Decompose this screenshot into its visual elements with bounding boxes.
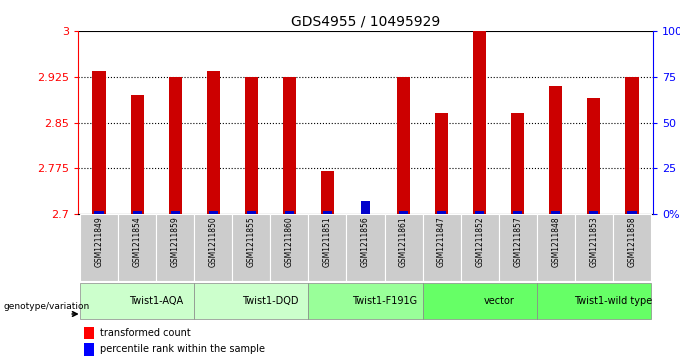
Bar (511, 113, 524, 214)
Bar (498, 214, 537, 281)
Bar (283, 77, 296, 214)
Bar (271, 214, 309, 281)
Bar (422, 283, 537, 319)
Bar (80, 283, 194, 319)
Bar (95, 211, 104, 214)
Text: GSM1211854: GSM1211854 (133, 216, 141, 267)
Bar (321, 171, 334, 214)
Bar (247, 211, 256, 214)
Text: GSM1211856: GSM1211856 (361, 216, 370, 267)
Text: genotype/variation: genotype/variation (3, 302, 90, 311)
Text: transformed count: transformed count (100, 328, 191, 338)
Text: GSM1211850: GSM1211850 (209, 216, 218, 267)
Bar (169, 77, 182, 214)
Text: vector: vector (483, 296, 514, 306)
Bar (551, 211, 560, 214)
Bar (92, 70, 106, 214)
Bar (437, 211, 446, 214)
Text: GSM1211861: GSM1211861 (399, 216, 408, 267)
Bar (422, 214, 460, 281)
Bar (384, 214, 422, 281)
Bar (245, 77, 258, 214)
Text: Twist1-DQD: Twist1-DQD (242, 296, 299, 306)
Text: Twist1-F191G: Twist1-F191G (352, 296, 417, 306)
Text: GSM1211858: GSM1211858 (628, 216, 636, 267)
Bar (133, 211, 142, 214)
Bar (118, 214, 156, 281)
Bar (460, 214, 498, 281)
Bar (156, 214, 194, 281)
Bar (285, 211, 294, 214)
Bar (537, 214, 575, 281)
Text: percentile rank within the sample: percentile rank within the sample (100, 344, 265, 354)
Text: GSM1211853: GSM1211853 (590, 216, 598, 267)
Bar (537, 283, 651, 319)
Text: GSM1211848: GSM1211848 (551, 216, 560, 267)
Bar (435, 113, 448, 214)
Bar (194, 214, 233, 281)
Text: GSM1211849: GSM1211849 (95, 216, 103, 267)
Text: Twist1-wild type: Twist1-wild type (574, 296, 652, 306)
Bar (207, 70, 220, 214)
Text: GSM1211852: GSM1211852 (475, 216, 484, 267)
Text: GSM1211851: GSM1211851 (323, 216, 332, 267)
Bar (347, 214, 384, 281)
Bar (361, 201, 370, 214)
Bar (613, 214, 651, 281)
Bar (587, 98, 600, 214)
Bar (473, 31, 486, 214)
Title: GDS4955 / 10495929: GDS4955 / 10495929 (291, 14, 440, 28)
Bar (84, 343, 95, 356)
Bar (233, 214, 271, 281)
Bar (194, 283, 309, 319)
Bar (627, 211, 636, 214)
Bar (209, 211, 218, 214)
Bar (309, 214, 347, 281)
Bar (625, 77, 639, 214)
Bar (575, 214, 613, 281)
Bar (513, 211, 522, 214)
Bar (399, 211, 408, 214)
Text: GSM1211860: GSM1211860 (285, 216, 294, 267)
Bar (84, 327, 95, 339)
Bar (589, 211, 598, 214)
Bar (131, 95, 144, 214)
Text: GSM1211855: GSM1211855 (247, 216, 256, 267)
Bar (80, 214, 118, 281)
Bar (475, 211, 484, 214)
Text: GSM1211847: GSM1211847 (437, 216, 446, 267)
Bar (309, 283, 422, 319)
Text: GSM1211859: GSM1211859 (171, 216, 180, 267)
Text: Twist1-AQA: Twist1-AQA (129, 296, 184, 306)
Bar (171, 211, 180, 214)
Text: GSM1211857: GSM1211857 (513, 216, 522, 267)
Bar (549, 86, 562, 214)
Bar (397, 77, 410, 214)
Bar (323, 211, 332, 214)
